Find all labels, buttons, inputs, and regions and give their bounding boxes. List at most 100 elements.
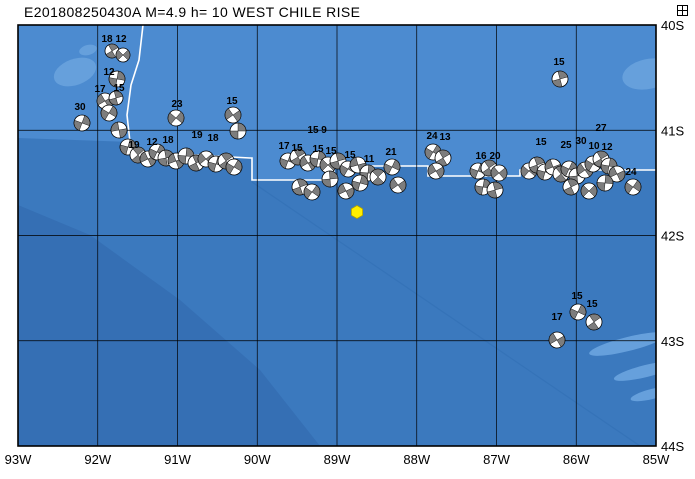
beachball-compression-quadrants: [427, 163, 445, 179]
beachball-compression-quadrants: [110, 121, 128, 139]
depth-label: 24: [625, 167, 637, 178]
focal-mechanism-marker: [551, 70, 569, 88]
focal-mechanism-marker: [562, 178, 580, 196]
map-frame: [17, 24, 657, 447]
depth-label: 15: [535, 137, 547, 148]
depth-label: 10: [588, 141, 600, 152]
depth-label: 13: [439, 132, 451, 143]
beachball-compression-quadrants: [167, 111, 185, 125]
x-axis-tick-label: 89W: [324, 452, 351, 467]
depth-label: 18: [207, 133, 219, 144]
focal-mechanism-marker: [580, 182, 598, 200]
beachball-compression-quadrants: [108, 90, 124, 106]
beachball-compression-quadrants: [624, 180, 642, 194]
focal-mechanism-marker: [585, 313, 603, 331]
focal-mechanism-marker: [104, 43, 120, 59]
depth-label: 30: [575, 136, 587, 147]
beachball-compression-quadrants: [596, 174, 614, 192]
x-axis-tick-label: 88W: [403, 452, 430, 467]
focal-mechanism-marker: [229, 122, 247, 140]
focal-mechanism-marker: [110, 121, 128, 139]
focal-mechanism-marker: [115, 47, 131, 63]
focal-mechanism-marker: [624, 178, 642, 196]
beachball-compression-quadrants: [552, 70, 568, 88]
beachball-compression-quadrants: [229, 122, 247, 140]
beachball-compression-quadrants: [383, 159, 401, 175]
bathymetry-highs: [53, 44, 656, 402]
focal-mechanism-marker: [100, 104, 118, 122]
focal-mechanism-marker: [490, 164, 508, 182]
focal-mechanism-marker: [167, 109, 185, 127]
fracture-zone-trace: [251, 181, 641, 446]
depth-label: 12: [115, 34, 127, 45]
beachball-compression-quadrants: [225, 159, 243, 175]
depth-label: 27: [595, 123, 607, 134]
beachball-compression-quadrants: [569, 304, 587, 320]
depth-label: 17: [278, 141, 290, 152]
depth-label: 15: [344, 150, 356, 161]
focal-mechanism-marker: [225, 158, 243, 176]
depth-label: 20: [489, 151, 501, 162]
depth-label: 9: [321, 125, 327, 136]
depth-label: 19: [191, 130, 203, 141]
ocean-deep-region: [18, 205, 320, 446]
focal-mechanism-marker: [303, 183, 321, 201]
depth-label: 12: [601, 142, 613, 153]
depth-label: 15: [553, 57, 565, 68]
axis-label-layer: 93W 92W 91W 90W 89W 88W 87W 86W 85W 40S 41S 42S 43S 4…: [5, 18, 685, 467]
bathymetry-patch: [630, 386, 656, 402]
y-axis-tick-label: 44S: [661, 439, 684, 454]
focal-mechanism-marker: [383, 158, 401, 176]
focal-mechanism-marker: [73, 114, 91, 132]
focal-mechanism-marker: [337, 182, 355, 200]
depth-label: 12: [103, 67, 115, 78]
focal-mechanism-marker: [351, 174, 369, 192]
bathymetry-patch: [589, 332, 656, 356]
symbol-layer: [73, 43, 642, 349]
beachball-compression-quadrants: [292, 178, 308, 196]
depth-label: 18: [162, 135, 174, 146]
bathymetry-patch: [613, 361, 656, 381]
depth-label: 19: [128, 140, 140, 151]
depth-label: 30: [74, 102, 86, 113]
beachball-compression-quadrants: [321, 170, 339, 188]
bathymetry-patch: [622, 58, 656, 90]
focal-mechanism-marker: [108, 90, 124, 106]
event-marker: [350, 205, 364, 219]
depth-label: 11: [364, 154, 375, 165]
focal-mechanism-marker: [427, 162, 445, 180]
beachball-compression-quadrants: [389, 178, 407, 192]
x-axis-tick-label: 92W: [84, 452, 111, 467]
beachball-compression-quadrants: [351, 175, 369, 191]
depth-label: 15: [571, 291, 583, 302]
beachball-compression-quadrants: [115, 49, 131, 61]
focal-mechanism-marker: [389, 176, 407, 194]
beachball-compression-quadrants: [73, 115, 91, 131]
focal-mechanism-marker: [224, 106, 242, 124]
y-axis-tick-label: 40S: [661, 18, 684, 33]
depth-label: 24: [426, 131, 438, 142]
depth-label: 21: [385, 147, 397, 158]
beachball-compression-quadrants: [100, 105, 118, 121]
focal-mechanism-marker: [434, 149, 452, 167]
x-axis-tick-label: 91W: [164, 452, 191, 467]
focal-mechanism-marker: [596, 174, 614, 192]
depth-label: 17: [94, 84, 106, 95]
depth-label: 23: [171, 99, 183, 110]
depth-label: 15: [226, 96, 238, 107]
focal-mechanism-marker: [108, 70, 126, 88]
bathymetry-patch: [79, 44, 97, 56]
beachball-compression-quadrants: [224, 108, 242, 122]
depth-label: 17: [551, 312, 563, 323]
focal-mechanism-marker: [321, 170, 339, 188]
beachball-compression-quadrants: [580, 185, 598, 197]
plot-title: E201808250430A M=4.9 h= 10 WEST CHILE RI…: [24, 4, 361, 20]
depth-label: 15: [307, 125, 319, 136]
beachball-compression-quadrants: [490, 166, 508, 180]
depth-label: 25: [560, 140, 572, 151]
focal-mechanism-marker: [569, 303, 587, 321]
beachball-compression-quadrants: [303, 185, 321, 199]
depth-label: 18: [101, 34, 113, 45]
focal-mechanism-marker: [548, 331, 566, 349]
